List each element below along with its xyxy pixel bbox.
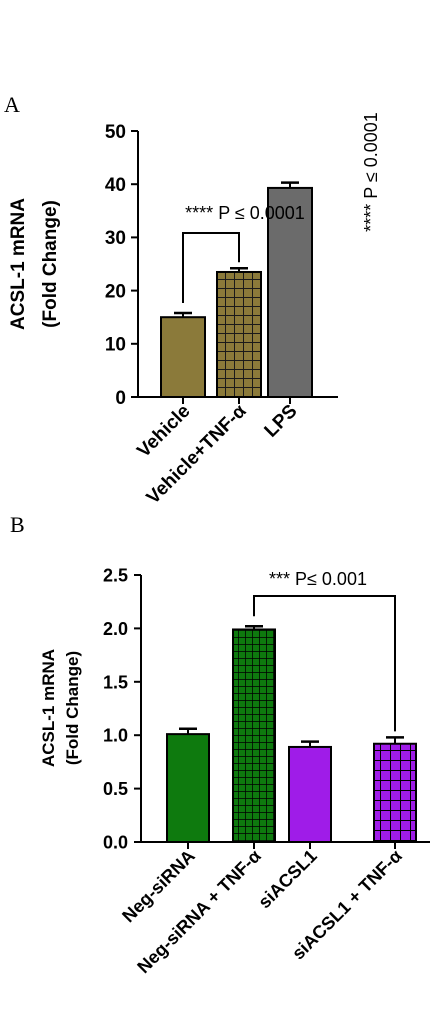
y-tick-label-b: 2.0 bbox=[103, 619, 128, 639]
bar-a-1 bbox=[160, 316, 206, 399]
y-tick-label-a: 0 bbox=[115, 388, 126, 409]
panel-letter-a: A bbox=[4, 92, 20, 117]
significance-label-a-rotated: **** P ≤ 0.0001 bbox=[361, 112, 381, 232]
bar-b-4 bbox=[373, 742, 417, 844]
y-tick-label-a: 40 bbox=[105, 175, 126, 196]
y-axis-label-a-line1: ACSL-1 mRNA bbox=[8, 198, 29, 330]
y-tick-label-a: 30 bbox=[105, 228, 126, 249]
significance-bracket-b bbox=[253, 595, 396, 732]
x-tick-label-b-2: Neg-siRNA + TNF-α bbox=[133, 846, 264, 977]
bar-b-2 bbox=[232, 628, 276, 844]
y-axis-label-b-line2: (Fold Change) bbox=[63, 651, 82, 765]
y-tick-label-a: 20 bbox=[105, 281, 126, 302]
y-tick-label-b: 1.0 bbox=[103, 726, 128, 746]
y-tick-label-b: 1.5 bbox=[103, 672, 128, 692]
panel-letter-b: B bbox=[10, 512, 25, 537]
y-axis-label-a-line2: (Fold Change) bbox=[40, 200, 61, 328]
y-tick-label-b: 2.5 bbox=[103, 565, 128, 585]
chart-panel-b: ACSL-1 mRNA (Fold Change) 0.0 0.5 1.0 1.5 2.0 2… bbox=[39, 565, 430, 977]
y-tick-label-b: 0.0 bbox=[103, 832, 128, 852]
x-tick-label-a-3: LPS bbox=[261, 401, 302, 442]
bar-a-3 bbox=[267, 186, 313, 398]
y-tick-label-a: 50 bbox=[105, 122, 126, 143]
y-tick-label-b: 0.5 bbox=[103, 779, 128, 799]
significance-label-a: **** P ≤ 0.0001 bbox=[185, 203, 305, 223]
y-axis-label-b-line1: ACSL-1 mRNA bbox=[39, 649, 58, 767]
y-tick-label-a: 10 bbox=[105, 335, 126, 356]
x-tick-label-a-2: Vehicle+TNF-α bbox=[143, 400, 251, 508]
significance-label-b: *** P≤ 0.001 bbox=[269, 569, 367, 589]
bar-b-3 bbox=[288, 745, 332, 843]
significance-bracket-a bbox=[182, 232, 240, 303]
chart-panel-a: ACSL-1 mRNA (Fold Change) 0 10 20 30 40 50 Vehic… bbox=[8, 112, 381, 508]
bar-a-2 bbox=[216, 270, 262, 399]
x-tick-label-b-3: siACSL1 bbox=[254, 846, 320, 912]
bar-b-1 bbox=[166, 733, 210, 844]
